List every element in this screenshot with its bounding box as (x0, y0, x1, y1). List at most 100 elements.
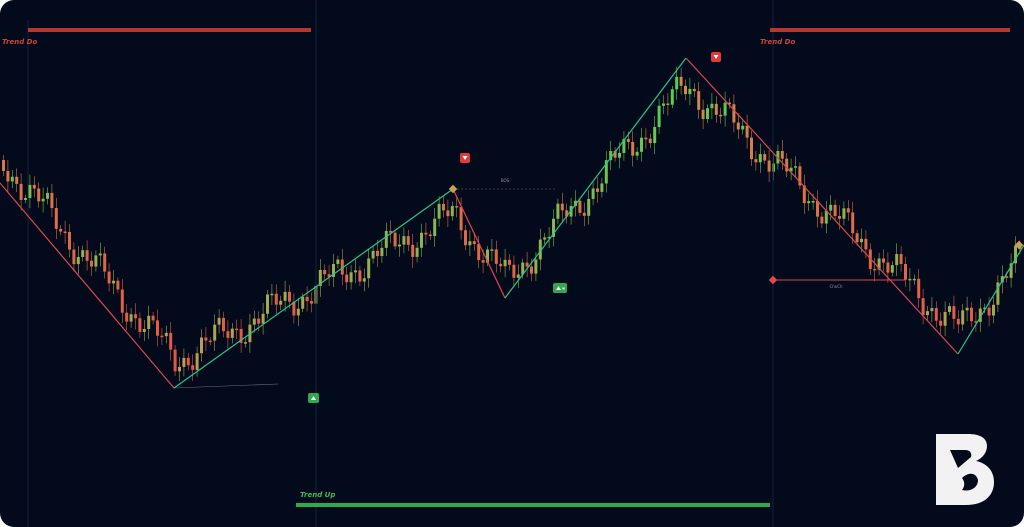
candle (204, 326, 208, 352)
candle-body (103, 253, 107, 272)
candle-body (987, 307, 991, 316)
candle-body (965, 307, 969, 311)
candle-body (301, 296, 305, 309)
candle-body (833, 204, 837, 217)
candle-body (728, 102, 731, 105)
candle (978, 298, 982, 332)
candle-body (961, 310, 965, 325)
candle-body (996, 282, 1000, 305)
candle (723, 91, 727, 127)
candle (648, 133, 652, 149)
candle (6, 160, 10, 193)
candle-body (670, 89, 674, 105)
candle-body (138, 318, 142, 332)
candle (129, 308, 133, 328)
candle-body (204, 337, 208, 341)
candle-body (662, 103, 665, 106)
candle-body (930, 308, 934, 312)
logo (936, 434, 994, 505)
candle-body (943, 311, 947, 326)
candle (662, 95, 665, 114)
candle-body (208, 340, 212, 343)
candle-body (151, 315, 155, 321)
candle (613, 147, 617, 162)
candle-body (596, 188, 599, 192)
candle (336, 255, 340, 268)
candle (499, 257, 503, 273)
candle (481, 249, 485, 274)
candle (789, 158, 793, 181)
candle-body (455, 206, 459, 208)
candle (142, 319, 146, 341)
candle-body (6, 170, 10, 182)
candle-body (252, 318, 256, 325)
candle (213, 314, 217, 351)
pivot-marker (448, 184, 458, 194)
candle (217, 309, 221, 334)
candle-body (323, 269, 327, 275)
candle-body (446, 210, 450, 217)
candle-body (28, 184, 32, 199)
candle-body (235, 328, 239, 331)
candle (807, 193, 811, 211)
candle-body (354, 270, 357, 273)
candle-body (618, 153, 621, 158)
candle (908, 268, 912, 292)
candle (596, 177, 599, 203)
choch-label: ChoCh (829, 284, 843, 289)
candle-body (574, 200, 577, 206)
zigzag-up (957, 244, 1024, 355)
candle-body (719, 114, 723, 117)
candle-body (125, 312, 129, 322)
candle-body (635, 151, 639, 156)
candle (464, 225, 467, 251)
candle-body (547, 236, 551, 239)
candle-body (846, 208, 850, 213)
candle (230, 322, 234, 344)
candle (503, 248, 507, 278)
candle-body (305, 296, 309, 302)
candle-body (424, 232, 428, 235)
candle (24, 194, 27, 204)
candle-body (921, 298, 925, 316)
candle-body (10, 176, 14, 182)
candle (32, 176, 36, 198)
candle-body (794, 166, 797, 168)
candle (631, 131, 635, 167)
candle-body (477, 244, 481, 261)
candle-body (560, 203, 564, 211)
candle (494, 240, 498, 273)
candle (85, 240, 89, 271)
candle (719, 107, 723, 124)
candle-body (895, 254, 899, 266)
candle-body (292, 301, 296, 316)
candle-body (90, 260, 93, 267)
candle (424, 222, 428, 245)
candle-body (983, 307, 987, 310)
candle-body (270, 293, 274, 296)
candle-body (81, 250, 85, 257)
candle (565, 203, 569, 224)
candle-body (750, 137, 753, 160)
candle-body (406, 236, 410, 245)
candle-body (970, 307, 973, 322)
candle-body (780, 150, 784, 159)
candle (160, 327, 164, 345)
candle-body (345, 274, 349, 283)
candle (120, 279, 124, 323)
candle (358, 265, 362, 287)
candle-body (393, 232, 397, 247)
candle-body (459, 206, 463, 231)
candle (371, 245, 375, 264)
sell-signal (711, 52, 721, 62)
candle (728, 98, 731, 109)
candle-body (296, 308, 300, 316)
candle-body (802, 185, 806, 204)
candle-body (952, 306, 956, 319)
candle (200, 329, 203, 362)
candle-body (274, 293, 278, 305)
candle (186, 352, 190, 371)
candle-body (173, 349, 177, 372)
candle-body (182, 357, 186, 367)
candle-body (758, 154, 762, 163)
